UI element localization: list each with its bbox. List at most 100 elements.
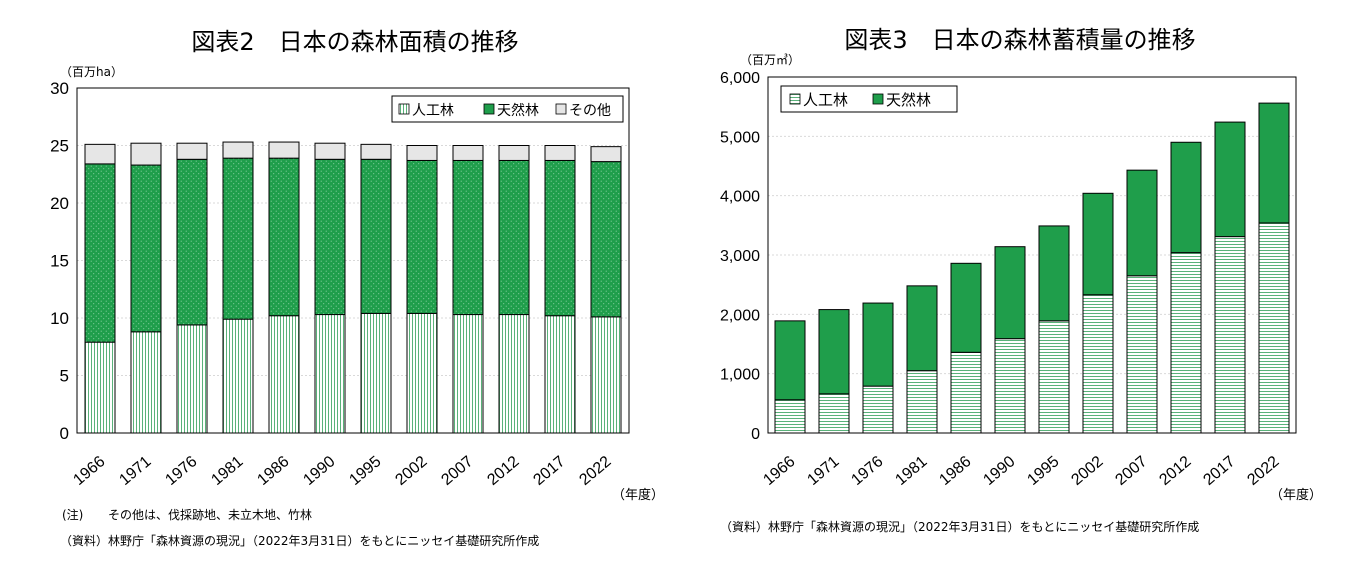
- chart2-legend: 人工林 天然林: [780, 85, 958, 113]
- y-tick-label: 3,000: [720, 248, 760, 265]
- bar-segment-natural: [906, 285, 938, 372]
- bar-segment-natural: [1258, 102, 1290, 224]
- legend-label-other: その他: [569, 103, 611, 119]
- bar-segment-natural: [818, 309, 850, 395]
- bar-segment-planted: [360, 312, 392, 434]
- chart2-source: （資料）林野庁「森林資源の現況」（2022年3月31日）をもとにニッセイ基礎研究…: [720, 519, 1199, 534]
- y-tick-label: 4,000: [720, 189, 760, 206]
- bar-segment-other: [314, 142, 346, 160]
- bar-segment-planted: [222, 318, 254, 434]
- bar-segment-planted: [544, 315, 576, 434]
- chart1-title: 図表2 日本の森林面積の推移: [191, 28, 518, 56]
- bar-segment-other: [544, 145, 576, 161]
- forest-stock-chart: 図表3 日本の森林蓄積量の推移 （百万㎥） 0 1,000 2,000 3,000 4,…: [720, 26, 1322, 534]
- chart2-xlabel: （年度）: [1270, 487, 1322, 503]
- bar-segment-other: [498, 145, 530, 161]
- bar-segment-natural: [452, 159, 484, 316]
- x-tick-label: 1981: [892, 453, 930, 489]
- bar-segment-natural: [84, 163, 116, 343]
- bar-segment-planted: [862, 385, 894, 434]
- bar-segment-other: [406, 145, 438, 161]
- x-tick-label: 1981: [208, 453, 246, 489]
- bar-segment-planted: [906, 370, 938, 434]
- x-tick-label: 2002: [392, 453, 430, 489]
- bar-segment-planted: [994, 338, 1026, 434]
- bar-segment-planted: [1082, 294, 1114, 434]
- bar-segment-other: [590, 146, 622, 163]
- x-tick-label: 1976: [162, 453, 200, 489]
- bar-segment-natural: [1126, 169, 1158, 277]
- bar-segment-natural: [130, 164, 162, 333]
- legend-label-planted: 人工林: [412, 103, 454, 119]
- y-tick-label: 0: [60, 424, 69, 443]
- bar-segment-natural: [1170, 141, 1202, 254]
- bar-segment-other: [268, 141, 300, 159]
- bar-segment-planted: [950, 351, 982, 434]
- y-tick-label: 20: [50, 194, 69, 213]
- bar-segment-planted: [176, 324, 208, 434]
- bar-segment-natural: [498, 159, 530, 316]
- legend-label-natural: 天然林: [886, 91, 931, 109]
- x-tick-label: 2002: [1068, 453, 1106, 489]
- chart1-legend: 人工林 天然林 その他: [391, 95, 624, 123]
- bar-segment-natural: [314, 158, 346, 316]
- bar-segment-planted: [1258, 222, 1290, 434]
- y-tick-label: 1,000: [720, 367, 760, 384]
- bar-segment-planted: [774, 399, 806, 434]
- x-tick-label: 2017: [1200, 453, 1238, 489]
- x-tick-label: 1971: [116, 453, 154, 489]
- bar-segment-other: [176, 142, 208, 160]
- bar-segment-other: [360, 143, 392, 160]
- legend-swatch-natural: [483, 103, 495, 115]
- bar-segment-planted: [1170, 252, 1202, 434]
- bar-segment-natural: [862, 302, 894, 387]
- x-tick-label: 2022: [576, 453, 614, 489]
- bar-segment-natural: [994, 246, 1026, 340]
- chart1-note-text: その他は、伐採跡地、未立木地、竹林: [108, 507, 312, 522]
- chart2-unit-label: （百万㎥）: [740, 53, 800, 67]
- y-tick-label: 10: [50, 309, 69, 328]
- y-tick-label: 6,000: [720, 70, 760, 87]
- legend-label-planted: 人工林: [803, 91, 848, 109]
- x-tick-label: 1990: [300, 453, 338, 489]
- chart1-plot-frame: [76, 87, 630, 434]
- x-tick-label: 2007: [1112, 453, 1150, 489]
- bar-segment-natural: [268, 157, 300, 317]
- y-tick-label: 5: [60, 367, 69, 386]
- chart2-title: 図表3 日本の森林蓄積量の推移: [844, 26, 1195, 54]
- y-tick-label: 15: [50, 252, 69, 271]
- bar-segment-planted: [818, 393, 850, 434]
- bar-segment-other: [130, 142, 162, 166]
- x-tick-label: 2012: [484, 453, 522, 489]
- bar-segment-other: [84, 143, 116, 165]
- x-tick-label: 2017: [530, 453, 568, 489]
- x-tick-label: 1976: [848, 453, 886, 489]
- bar-segment-other: [452, 145, 484, 161]
- chart1-xlabel: （年度）: [612, 487, 664, 503]
- x-tick-label: 1966: [760, 453, 798, 489]
- bar-segment-planted: [130, 331, 162, 434]
- bar-segment-planted: [452, 314, 484, 434]
- bar-segment-planted: [406, 312, 438, 434]
- chart2-plot-frame: [767, 76, 1297, 434]
- bar-segment-natural: [1038, 225, 1070, 322]
- bar-segment-natural: [360, 158, 392, 314]
- y-tick-label: 30: [50, 79, 69, 98]
- x-tick-label: 1966: [70, 453, 108, 489]
- bar-segment-natural: [774, 320, 806, 401]
- x-tick-label: 1986: [254, 453, 292, 489]
- x-tick-label: 2012: [1156, 453, 1194, 489]
- bar-segment-natural: [406, 159, 438, 314]
- legend-swatch-natural: [872, 93, 884, 105]
- chart1-unit-label: （百万ha）: [60, 65, 123, 79]
- chart1-note-label: (注): [62, 507, 83, 522]
- bar-segment-planted: [1126, 275, 1158, 434]
- bar-segment-planted: [314, 314, 346, 434]
- x-tick-label: 1995: [346, 453, 384, 489]
- bar-segment-other: [222, 141, 254, 159]
- bar-segment-planted: [84, 341, 116, 434]
- bar-segment-natural: [222, 157, 254, 320]
- x-tick-label: 1995: [1024, 453, 1062, 489]
